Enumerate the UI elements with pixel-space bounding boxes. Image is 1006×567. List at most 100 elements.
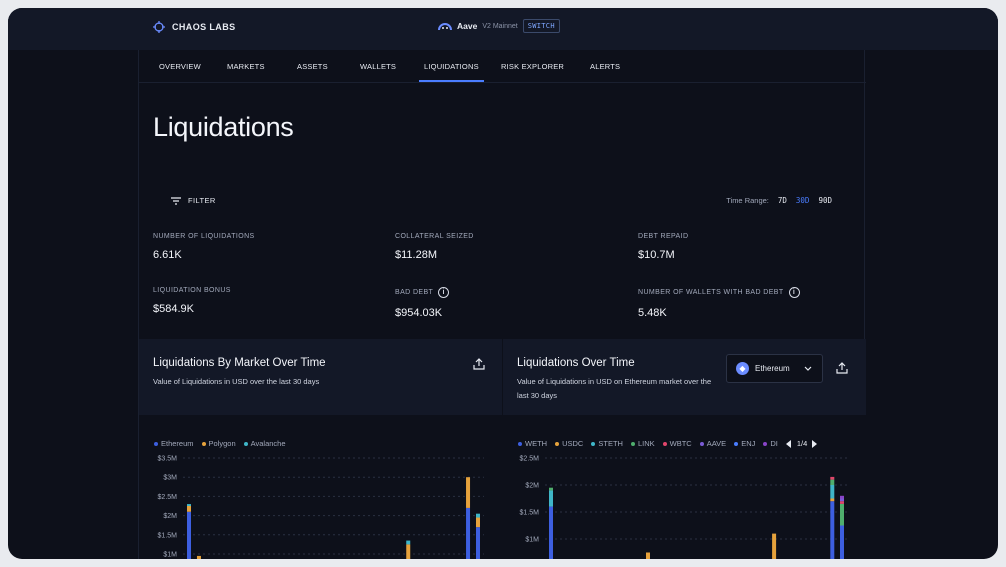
- bar-segment-dai[interactable]: [840, 495, 844, 499]
- legend-steth[interactable]: STETH: [591, 439, 623, 448]
- stat-label: LIQUIDATION BONUS: [153, 287, 231, 294]
- stat-value: 6.61K: [153, 249, 182, 261]
- bar-segment-ethereum[interactable]: [466, 507, 471, 559]
- protocol-selector: Aave V2 Mainnet SWITCH: [438, 19, 560, 33]
- time-range-7d[interactable]: 7D: [777, 196, 787, 205]
- panel-header: Liquidations By Market Over Time Value o…: [139, 339, 502, 415]
- export-icon[interactable]: [835, 361, 849, 375]
- stat-number-of-liquidations: NUMBER OF LIQUIDATIONS 6.61K: [153, 233, 255, 261]
- bar-segment-link[interactable]: [840, 503, 844, 526]
- main-content: OVERVIEW MARKETS ASSETS WALLETS LIQUIDAT…: [138, 50, 866, 560]
- legend-ethereum[interactable]: Ethereum: [154, 439, 194, 448]
- tab-assets[interactable]: ASSETS: [297, 62, 328, 71]
- app-window: CHAOS LABS Aave V2 Mainnet SWITCH OVERVI…: [8, 8, 998, 559]
- legend-aave[interactable]: AAVE: [699, 439, 726, 448]
- bar-segment-steth[interactable]: [549, 490, 553, 507]
- legend-avalanche[interactable]: Avalanche: [243, 439, 286, 448]
- tab-alerts[interactable]: ALERTS: [590, 62, 621, 71]
- legend-dai[interactable]: DI: [763, 439, 778, 448]
- stat-label: NUMBER OF LIQUIDATIONS: [153, 233, 255, 240]
- top-bar: CHAOS LABS Aave V2 Mainnet SWITCH: [8, 8, 998, 50]
- bar-segment-link[interactable]: [549, 487, 553, 491]
- tab-risk-explorer[interactable]: RISK EXPLORER: [501, 62, 565, 71]
- protocol-name: Aave: [457, 21, 478, 31]
- bar-segment-polygon[interactable]: [196, 555, 201, 559]
- chart-legend: Ethereum Polygon Avalanche: [154, 439, 286, 448]
- bar-segment-link[interactable]: [830, 479, 835, 485]
- export-icon[interactable]: [472, 357, 486, 371]
- switch-button[interactable]: SWITCH: [522, 19, 560, 33]
- bar-segment-steth[interactable]: [830, 485, 835, 499]
- ethereum-chart: $2.5M $2M $1.5M $1M: [520, 456, 848, 560]
- page-title: Liquidations: [153, 112, 294, 142]
- chevron-right-icon[interactable]: [812, 439, 818, 448]
- panel-title: Liquidations Over Time: [517, 357, 635, 369]
- brand-logo[interactable]: CHAOS LABS: [152, 20, 236, 34]
- y-tick-label: $1.5M: [158, 532, 178, 539]
- bar-segment-avalanche[interactable]: [476, 513, 480, 518]
- legend-usdc[interactable]: USDC: [555, 439, 583, 448]
- bar-segment-polygon[interactable]: [187, 506, 191, 512]
- filter-button[interactable]: FILTER: [171, 196, 216, 205]
- tab-liquidations[interactable]: LIQUIDATIONS: [419, 62, 484, 82]
- bar-segment-weth[interactable]: [830, 501, 835, 559]
- time-range-label: Time Range:: [726, 196, 769, 205]
- stat-debt-repaid: DEBT REPAID $10.7M: [638, 233, 688, 261]
- bar-segment-polygon[interactable]: [466, 477, 471, 508]
- bar-segment-aave[interactable]: [840, 498, 844, 502]
- y-tick-label: $1M: [525, 537, 539, 544]
- chart-legend: WETH USDC STETH LINK WBTC AAVE ENJ DI 1/…: [518, 439, 818, 448]
- stat-bad-debt: BAD DEBT i $954.03K: [395, 287, 450, 319]
- bar-segment-avalanche[interactable]: [406, 540, 411, 545]
- legend-enj[interactable]: ENJ: [734, 439, 755, 448]
- time-range-90d[interactable]: 90D: [818, 196, 832, 205]
- stat-wallets-with-bad-debt: NUMBER OF WALLETS WITH BAD DEBT i 5.48K: [638, 287, 800, 319]
- legend-pager: 1/4: [785, 439, 818, 448]
- legend-wbtc[interactable]: WBTC: [662, 439, 692, 448]
- tab-wallets[interactable]: WALLETS: [360, 62, 397, 71]
- stat-label: NUMBER OF WALLETS WITH BAD DEBT: [638, 289, 784, 296]
- y-tick-label: $3M: [163, 475, 177, 482]
- legend-polygon[interactable]: Polygon: [201, 439, 236, 448]
- stat-value: $954.03K: [395, 307, 443, 319]
- bar-segment-avalanche[interactable]: [187, 504, 191, 506]
- nav-tabs: OVERVIEW MARKETS ASSETS WALLETS LIQUIDAT…: [139, 50, 866, 83]
- stat-liquidation-bonus: LIQUIDATION BONUS $584.9K: [153, 287, 231, 315]
- chain-select[interactable]: ◆ Ethereum: [726, 354, 823, 383]
- bar-segment-polygon[interactable]: [476, 517, 480, 528]
- bar-segment-other[interactable]: [772, 533, 777, 559]
- time-range-30d[interactable]: 30D: [795, 196, 810, 205]
- protocol-network: V2 Mainnet: [482, 22, 518, 30]
- legend-weth[interactable]: WETH: [518, 439, 547, 448]
- info-icon[interactable]: i: [788, 287, 800, 298]
- y-tick-label: $2.5M: [520, 456, 540, 463]
- tab-markets[interactable]: MARKETS: [227, 62, 265, 71]
- stat-value: $10.7M: [638, 249, 675, 261]
- panel-liquidations-by-market: Liquidations By Market Over Time Value o…: [139, 339, 502, 559]
- bar-segment-usdc[interactable]: [646, 552, 650, 560]
- bar-segment-polygon[interactable]: [406, 544, 411, 559]
- bar-segment-ethereum[interactable]: [187, 511, 191, 559]
- chevron-left-icon[interactable]: [785, 439, 792, 448]
- aave-ghost-icon: [438, 22, 452, 30]
- stat-value: $11.28M: [395, 249, 437, 261]
- bar-segment-usdc[interactable]: [830, 498, 835, 502]
- bar-segment-wbtc[interactable]: [840, 501, 844, 504]
- tab-overview[interactable]: OVERVIEW: [159, 62, 201, 71]
- y-tick-label: $2M: [525, 483, 539, 490]
- bar-segment-wbtc[interactable]: [830, 476, 835, 480]
- filter-label: FILTER: [188, 196, 216, 205]
- stat-collateral-seized: COLLATERAL SEIZED $11.28M: [395, 233, 474, 261]
- legend-link[interactable]: LINK: [630, 439, 655, 448]
- ethereum-icon: ◆: [736, 362, 749, 375]
- bar-segment-ethereum[interactable]: [476, 527, 480, 559]
- bar-segment-weth[interactable]: [549, 506, 553, 559]
- panel-subtitle: Value of Liquidations in USD over the la…: [153, 377, 320, 386]
- chain-select-value: Ethereum: [755, 364, 790, 373]
- bar-segment-weth[interactable]: [840, 525, 844, 560]
- brand-name: CHAOS LABS: [172, 22, 236, 32]
- chevron-down-icon: [804, 366, 812, 371]
- time-range: Time Range: 7D 30D 90D: [726, 196, 832, 205]
- stat-label: BAD DEBT: [395, 289, 434, 296]
- info-icon[interactable]: i: [438, 287, 450, 298]
